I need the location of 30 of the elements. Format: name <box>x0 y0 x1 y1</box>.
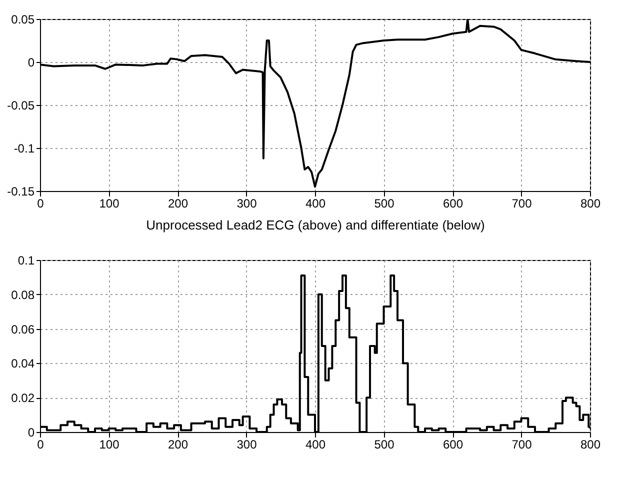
x-tick-label: 300 <box>236 438 258 452</box>
x-axis-title: Unprocessed Lead2 ECG (above) and differentiate (below) <box>146 218 485 232</box>
x-tick-label: 700 <box>512 438 532 452</box>
x-tick-label: 500 <box>374 196 395 210</box>
y-tick-label: 0.05 <box>11 12 35 26</box>
x-tick-label: 200 <box>168 196 188 210</box>
y-tick-label: 0 <box>28 56 35 70</box>
y-tick-label: -0.1 <box>14 142 35 156</box>
y-tick-label: -0.05 <box>7 98 35 112</box>
x-tick-label: 0 <box>37 196 44 210</box>
x-tick-label: 600 <box>442 196 464 210</box>
x-tick-label: 100 <box>99 196 120 210</box>
y-tick-label: 0.02 <box>11 391 35 406</box>
x-tick-label: 800 <box>580 438 601 452</box>
x-tick-label: 500 <box>374 438 395 452</box>
y-tick-label: -0.15 <box>7 184 35 198</box>
x-tick-label: 200 <box>168 438 188 452</box>
y-tick-label: 0.1 <box>18 254 35 268</box>
y-tick-label: 0 <box>28 426 35 440</box>
x-tick-label: 400 <box>305 196 326 210</box>
x-tick-label: 400 <box>305 438 326 452</box>
y-tick-label: 0.08 <box>11 288 35 302</box>
x-tick-label: 600 <box>442 438 464 452</box>
x-tick-label: 300 <box>236 196 258 210</box>
x-tick-label: 0 <box>37 438 44 452</box>
y-tick-label: 0.06 <box>11 322 35 336</box>
x-tick-label: 800 <box>580 196 601 210</box>
y-tick-label: 0.04 <box>11 356 35 371</box>
x-tick-label: 700 <box>512 196 532 210</box>
x-tick-label: 100 <box>99 438 120 452</box>
